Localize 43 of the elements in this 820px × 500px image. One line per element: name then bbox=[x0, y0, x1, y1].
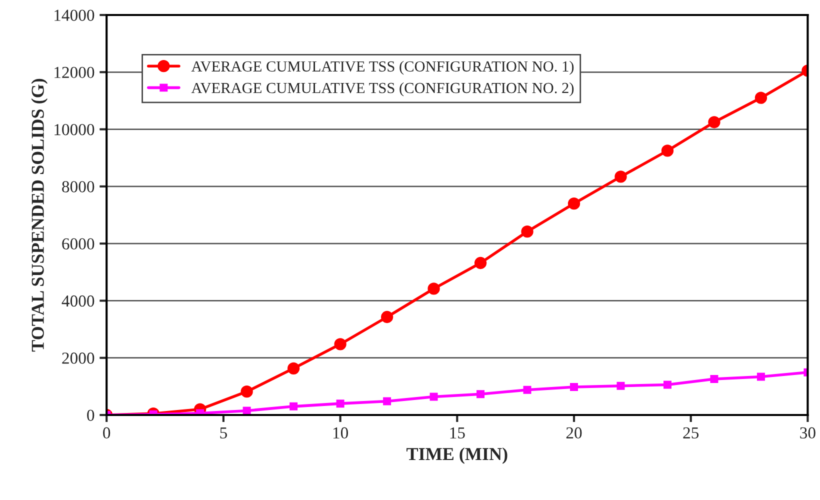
y-tick-label: 10000 bbox=[54, 124, 94, 136]
point bbox=[383, 397, 392, 406]
point bbox=[710, 375, 718, 383]
point bbox=[336, 400, 344, 408]
point bbox=[334, 338, 346, 350]
point bbox=[523, 386, 532, 394]
point bbox=[661, 144, 674, 157]
point bbox=[290, 402, 298, 410]
x-tick-label: 10 bbox=[333, 427, 348, 439]
y-tick-label: 2000 bbox=[62, 352, 94, 364]
point bbox=[756, 372, 765, 381]
point bbox=[380, 310, 394, 324]
point bbox=[240, 385, 253, 398]
point bbox=[570, 383, 578, 391]
point bbox=[474, 256, 487, 270]
y-tick-label: 8000 bbox=[62, 181, 94, 192]
point bbox=[476, 390, 485, 398]
point bbox=[287, 362, 300, 375]
y-axis-title: TOTAL SUSPENDED SOLIDS (G) bbox=[31, 78, 48, 352]
point bbox=[428, 282, 440, 295]
x-tick-label: 30 bbox=[800, 427, 816, 439]
point bbox=[614, 170, 627, 183]
point bbox=[430, 392, 438, 401]
y-tick-label: 4000 bbox=[62, 295, 94, 307]
y-tick-label: 6000 bbox=[62, 238, 94, 250]
x-axis-title: TIME (MIN) bbox=[406, 447, 508, 464]
y-tick-label: 0 bbox=[87, 410, 94, 421]
point bbox=[708, 116, 720, 128]
y-tick-label: 14000 bbox=[54, 10, 94, 21]
y-tick-label: 12000 bbox=[54, 66, 94, 78]
point bbox=[663, 380, 672, 389]
point bbox=[754, 92, 768, 104]
point bbox=[568, 197, 580, 210]
x-tick-label: 5 bbox=[220, 427, 227, 439]
x-tick-label: 20 bbox=[566, 427, 582, 439]
point bbox=[521, 225, 534, 238]
x-tick-label: 0 bbox=[103, 427, 110, 439]
x-tick-label: 25 bbox=[683, 427, 699, 439]
point bbox=[242, 406, 251, 415]
x-tick-label: 15 bbox=[450, 427, 465, 439]
legend-label: AVERAGE CUMULATIVE TSS (CONFIGURATION NO. 2) bbox=[191, 82, 574, 96]
point bbox=[616, 382, 625, 390]
legend-label: AVERAGE CUMULATIVE TSS (CONFIGURATION NO. 1) bbox=[191, 60, 574, 75]
